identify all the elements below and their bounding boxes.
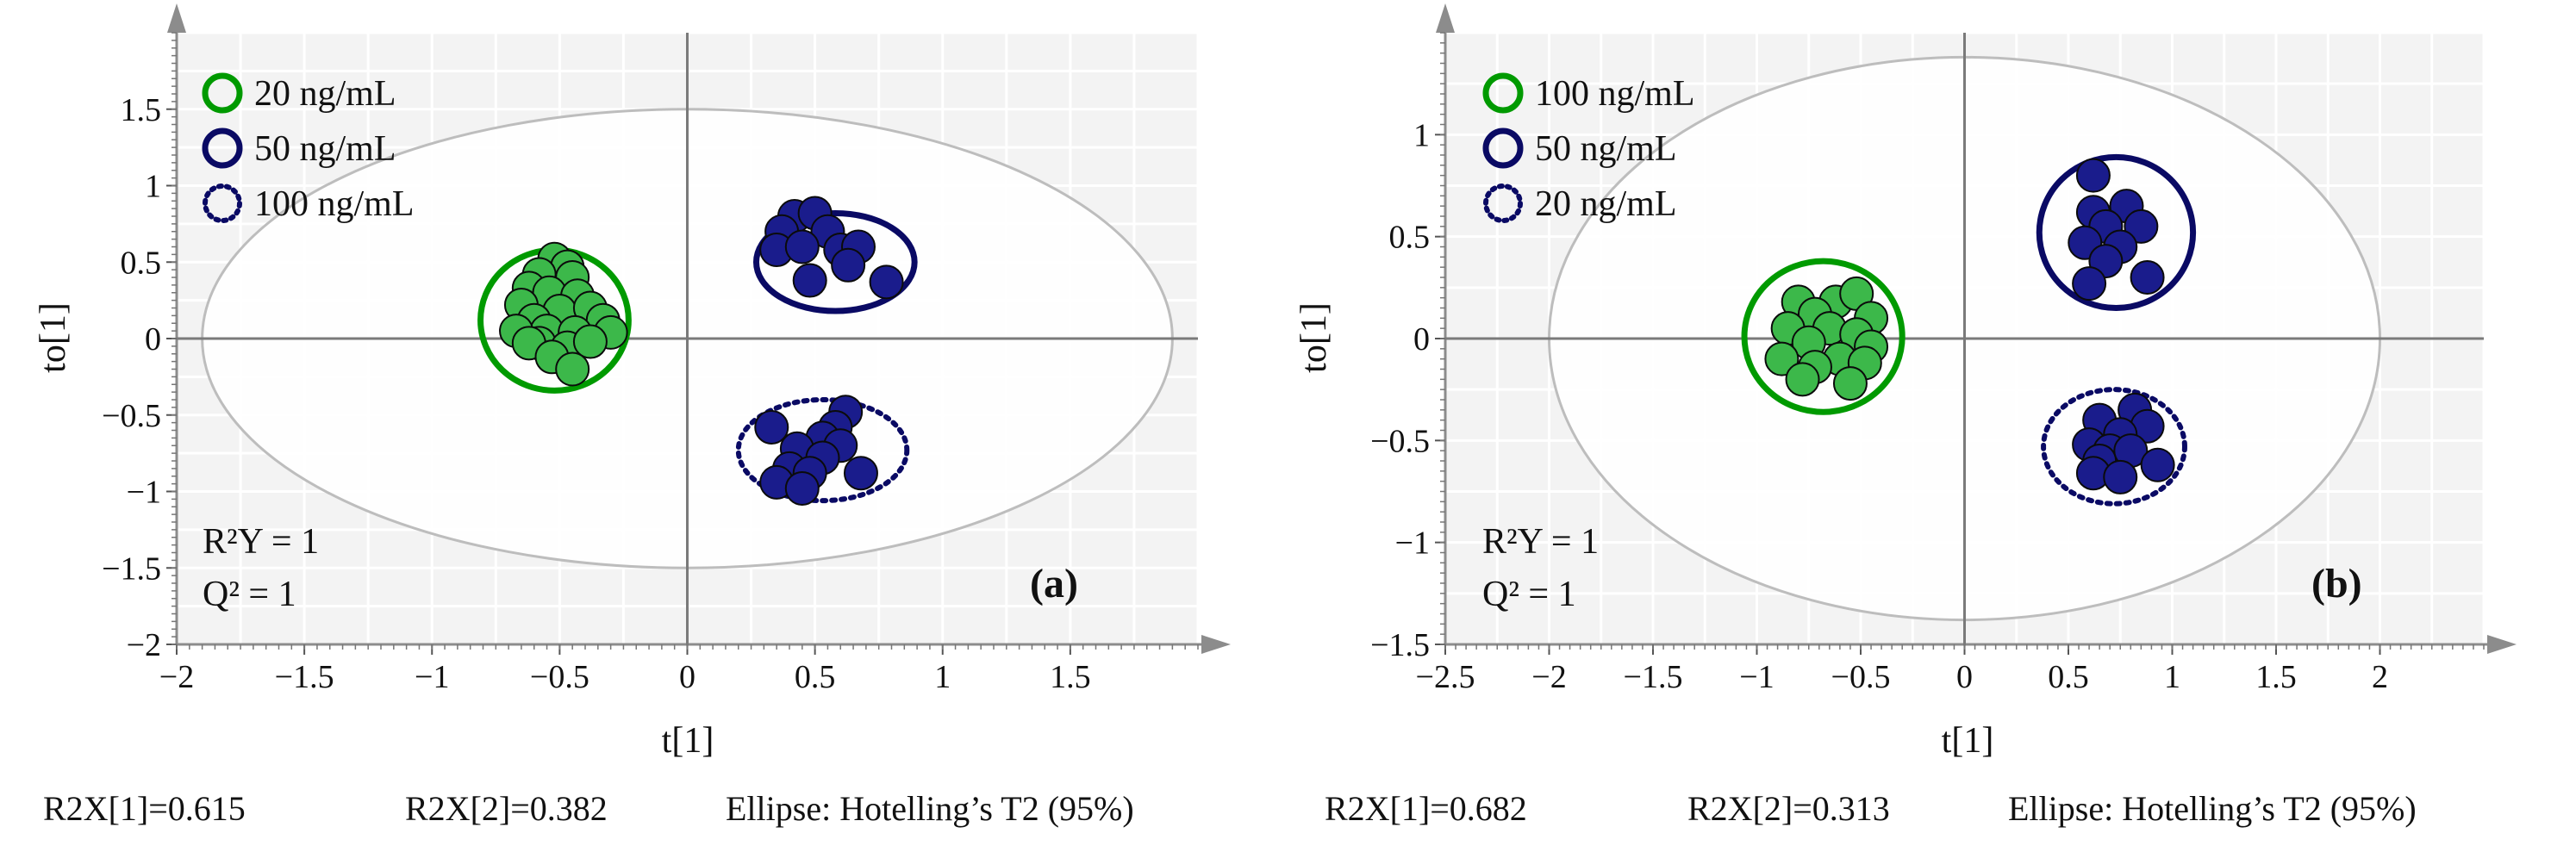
data-point <box>843 456 878 491</box>
panel-label: (a) <box>1030 561 1078 606</box>
y-axis-arrow <box>167 3 186 33</box>
y-tick-label: 1 <box>1413 117 1430 153</box>
legend-marker <box>1483 183 1523 223</box>
group-ellipse <box>2041 387 2187 507</box>
y-tick-label: 0.5 <box>1389 220 1431 256</box>
data-points <box>1764 158 2175 494</box>
group-ellipse <box>1741 258 1905 415</box>
data-point <box>2130 260 2165 295</box>
y-tick-label: −0.5 <box>1370 423 1430 459</box>
data-point <box>1832 366 1868 401</box>
x-tick-label: −2 <box>1531 659 1566 695</box>
data-point <box>1764 341 1799 376</box>
y-tick-label: −2 <box>127 627 161 663</box>
x-tick-label: −2 <box>159 659 194 695</box>
x-axis-arrow <box>1201 635 1231 654</box>
x-tick-label: 0 <box>1956 659 1973 695</box>
data-point <box>784 229 820 264</box>
y-tick-label: 0.5 <box>121 245 162 281</box>
group-ellipses <box>1741 153 2197 507</box>
data-point <box>754 409 789 445</box>
legend: 100 ng/mL 50 ng/mL 20 ng/mL <box>1482 72 1695 224</box>
legend-label: 20 ng/mL <box>1535 184 1677 224</box>
y-tick-label: −1.5 <box>1370 627 1430 663</box>
hotelling-ellipse <box>177 33 1198 644</box>
footer-r2x1: R2X[1]=0.615 <box>43 789 246 828</box>
x-tick-label: 1.5 <box>1050 659 1091 695</box>
panel-label: (b) <box>2311 561 2362 606</box>
footer-r2x2: R2X[2]=0.382 <box>405 789 608 828</box>
legend-marker <box>203 183 242 223</box>
data-point <box>2103 459 2138 494</box>
x-tick-label: 0.5 <box>795 659 836 695</box>
q2-text: Q² = 1 <box>1482 575 1576 614</box>
y-axis-label: to[1] <box>34 302 73 373</box>
y-tick-label: 1.5 <box>121 92 162 128</box>
x-tick-label: 2 <box>2372 659 2388 695</box>
legend-marker <box>202 127 243 169</box>
x-tick-label: −1.5 <box>275 659 334 695</box>
legend-marker <box>1482 72 1524 114</box>
y-axis-label: to[1] <box>1294 302 1334 373</box>
data-point <box>2140 447 2175 482</box>
x-axis-label: t[1] <box>662 721 714 761</box>
x-tick-label: −1.5 <box>1624 659 1683 695</box>
x-tick-label: 1 <box>2164 659 2180 695</box>
legend-label: 100 ng/mL <box>1535 74 1695 114</box>
q2-text: Q² = 1 <box>203 575 296 614</box>
r2y-text: R²Y = 1 <box>203 522 319 562</box>
y-tick-label: 1 <box>145 169 161 205</box>
legend: 20 ng/mL 50 ng/mL 100 ng/mL <box>202 72 415 224</box>
legend-marker <box>202 72 243 114</box>
footer-r2x1: R2X[1]=0.682 <box>1325 789 1527 828</box>
data-point <box>2075 158 2111 193</box>
data-point <box>2124 208 2159 244</box>
x-tick-label: 1 <box>934 659 951 695</box>
data-point <box>555 351 590 387</box>
data-point <box>869 264 904 300</box>
x-tick-label: 0 <box>679 659 695 695</box>
data-point <box>792 263 827 298</box>
y-tick-label: −1.5 <box>102 550 161 587</box>
r2y-text: R²Y = 1 <box>1482 522 1599 562</box>
data-points <box>499 196 904 506</box>
y-tick-label: −1 <box>127 475 161 511</box>
y-tick-label: −1 <box>1395 526 1430 562</box>
x-tick-label: −0.5 <box>530 659 589 695</box>
chart-panel-a: −2 −1.5 −1 −0.5 0 0.5 1 1.5 −2 −1.5 −1 −0.5 0 0.5 1 1.5… <box>34 3 1231 828</box>
x-tick-label: −1 <box>1739 659 1774 695</box>
x-axis-label: t[1] <box>1942 721 1994 761</box>
y-axis-arrow <box>1436 3 1455 33</box>
data-point <box>784 470 820 506</box>
data-point <box>2072 266 2107 302</box>
group-ellipse <box>735 397 910 504</box>
footer-ellipse-note: Ellipse: Hotelling’s T2 (95%) <box>2008 789 2417 828</box>
y-tick-label: −0.5 <box>102 398 161 434</box>
group-ellipse <box>752 209 918 314</box>
data-point <box>831 247 866 283</box>
x-tick-label: −2.5 <box>1416 659 1475 695</box>
legend-label: 50 ng/mL <box>254 129 396 169</box>
legend-label: 100 ng/mL <box>254 184 415 224</box>
legend-label: 50 ng/mL <box>1535 129 1677 169</box>
x-tick-label: 1.5 <box>2255 659 2297 695</box>
x-axis-arrow <box>2487 635 2517 654</box>
x-tick-label: 0.5 <box>2048 659 2089 695</box>
footer-r2x2: R2X[2]=0.313 <box>1687 789 1890 828</box>
y-tick-label: 0 <box>1413 321 1430 358</box>
legend-marker <box>1482 127 1524 169</box>
y-tick-label: 0 <box>145 321 161 358</box>
legend-label: 20 ng/mL <box>254 74 396 114</box>
x-tick-label: −0.5 <box>1831 659 1891 695</box>
group-ellipse <box>2036 153 2197 311</box>
data-point <box>572 324 608 359</box>
data-point <box>1785 362 1820 397</box>
footer-ellipse-note: Ellipse: Hotelling’s T2 (95%) <box>726 789 1134 828</box>
x-tick-label: −1 <box>415 659 449 695</box>
chart-panel-b: −2.5 −2 −1.5 −1 −0.5 0 0.5 1 1.5 2 −1.5 −1 −0.5 0 0.5 1… <box>1294 3 2517 828</box>
